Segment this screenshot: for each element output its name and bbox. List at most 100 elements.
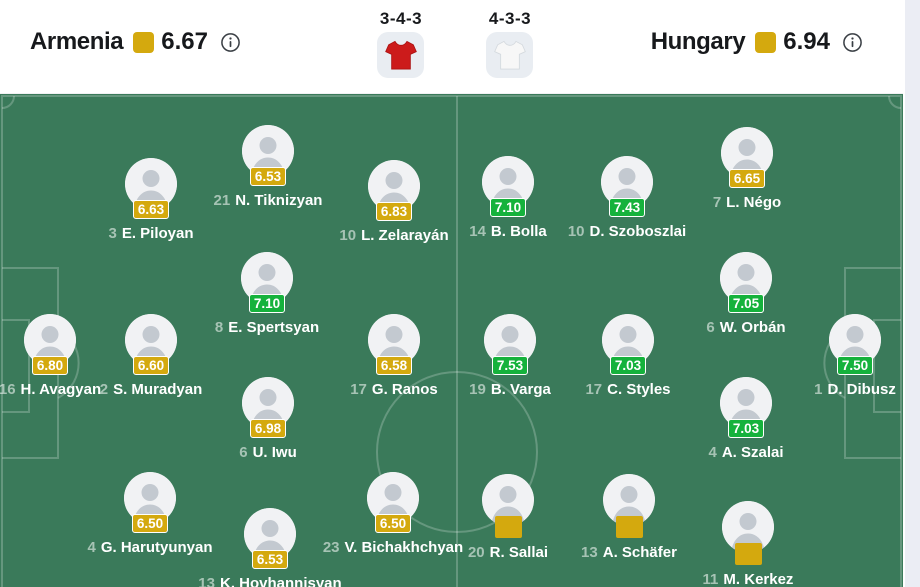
- player-away-20[interactable]: 20 R. Sallai: [413, 474, 603, 561]
- player-label: 21 N. Tiknizyan: [214, 192, 323, 209]
- player-rating-badge: 6.98: [249, 419, 287, 438]
- player-away-19[interactable]: 7.53 19 B. Varga: [415, 314, 605, 398]
- player-label: 13 K. Hovhannisyan: [198, 575, 341, 587]
- player-rating-badge: [734, 543, 762, 565]
- shirt-icon-white: [493, 40, 526, 70]
- player-name: C. Styles: [607, 381, 671, 398]
- player-away-14[interactable]: 7.10 14 B. Bolla: [413, 156, 603, 240]
- player-label: 10 D. Szoboszlai: [568, 223, 686, 240]
- player-rating-badge: 7.50: [836, 356, 874, 375]
- player-rating-badge: 6.60: [132, 356, 170, 375]
- player-rating-badge: 6.83: [375, 202, 413, 221]
- player-rating-badge: 7.10: [248, 294, 286, 313]
- player-number: 4: [87, 539, 96, 556]
- player-name: K. Hovhannisyan: [219, 575, 342, 587]
- player-rating-badge: 7.03: [609, 356, 647, 375]
- player-away-13[interactable]: 13 A. Schäfer: [534, 474, 724, 561]
- home-team-rating-chip: [133, 31, 155, 53]
- player-avatar: [722, 501, 774, 553]
- player-home-16[interactable]: 6.80 16 H. Avagyan: [0, 314, 145, 398]
- player-label: 6 W. Orbán: [706, 319, 785, 336]
- away-team-rating-chip: [755, 31, 777, 53]
- player-number: 23: [322, 539, 340, 556]
- player-rating-badge: 6.63: [132, 200, 170, 219]
- player-home-10[interactable]: 6.83 10 L. Zelarayán: [299, 160, 489, 244]
- player-name: D. Szoboszlai: [589, 223, 687, 240]
- player-number: 6: [239, 444, 248, 461]
- player-number: 10: [339, 227, 357, 244]
- player-rating-badge: 7.53: [491, 356, 529, 375]
- player-number: 2: [99, 381, 109, 398]
- away-team-summary[interactable]: Hungary 6.94: [651, 28, 863, 56]
- home-formation: 3-4-3: [377, 9, 425, 78]
- player-label: 17 C. Styles: [585, 381, 670, 398]
- player-home-23[interactable]: 6.50 23 V. Bichakhchyan: [298, 472, 488, 556]
- player-home-4[interactable]: 6.50 4 G. Harutyunyan: [55, 472, 245, 556]
- player-label: 8 E. Spertsyan: [215, 319, 319, 336]
- player-name: G. Harutyunyan: [100, 539, 213, 556]
- info-icon[interactable]: [842, 32, 863, 53]
- away-team-name: Hungary: [650, 28, 746, 55]
- player-away-4[interactable]: 7.03 4 A. Szalai: [651, 377, 841, 461]
- player-name: A. Szalai: [721, 444, 784, 461]
- away-shirt-box: [486, 32, 533, 78]
- player-name: M. Kerkez: [723, 571, 794, 587]
- player-label: 4 G. Harutyunyan: [87, 539, 212, 556]
- player-away-7[interactable]: 6.65 7 L. Négo: [652, 127, 842, 211]
- player-rating-badge: [494, 516, 522, 538]
- player-away-1[interactable]: 7.50 1 D. Dibusz: [760, 314, 920, 398]
- player-avatar: [482, 474, 534, 526]
- lineups-header: Armenia 6.67 3-4-3 4-3-3 Hungary 6.94: [0, 0, 903, 94]
- player-number: 3: [108, 225, 117, 242]
- player-home-3[interactable]: 6.63 3 E. Piloyan: [56, 158, 246, 242]
- player-label: 4 A. Szalai: [708, 444, 783, 461]
- player-away-17[interactable]: 7.03 17 C. Styles: [533, 314, 723, 398]
- home-team-rating: 6.67: [161, 28, 208, 55]
- player-home-13[interactable]: 6.53 13 K. Hovhannisyan: [175, 508, 365, 587]
- info-icon[interactable]: [220, 32, 241, 53]
- player-name: R. Sallai: [489, 544, 549, 561]
- player-number: 13: [581, 544, 598, 561]
- player-label: 7 L. Négo: [713, 194, 781, 211]
- player-number: 17: [350, 381, 367, 398]
- home-team-summary[interactable]: Armenia 6.67: [30, 28, 241, 56]
- player-away-6[interactable]: 7.05 6 W. Orbán: [651, 252, 841, 336]
- player-home-2[interactable]: 6.60 2 S. Muradyan: [56, 314, 246, 398]
- player-away-11[interactable]: 11 M. Kerkez: [653, 501, 843, 587]
- player-number: 11: [702, 571, 719, 587]
- player-rating-badge: 6.58: [375, 356, 413, 375]
- player-home-17[interactable]: 6.58 17 G. Ranos: [299, 314, 489, 398]
- player-number: 6: [706, 319, 715, 336]
- player-label: 23 V. Bichakhchyan: [323, 539, 463, 556]
- player-label: 11 M. Kerkez: [703, 571, 794, 587]
- player-number: 8: [214, 319, 224, 336]
- player-home-6[interactable]: 6.98 6 U. Iwu: [173, 377, 363, 461]
- player-rating-badge: 6.53: [249, 167, 287, 186]
- player-rating-badge: 6.53: [251, 550, 289, 569]
- player-home-8[interactable]: 7.10 8 E. Spertsyan: [172, 252, 362, 336]
- player-home-21[interactable]: 6.53 21 N. Tiknizyan: [173, 125, 363, 209]
- away-formation-label: 4-3-3: [488, 9, 532, 28]
- player-number: 10: [567, 223, 585, 240]
- player-number: 14: [469, 223, 486, 240]
- player-label: 3 E. Piloyan: [108, 225, 193, 242]
- player-number: 13: [198, 575, 215, 587]
- home-shirt-box: [377, 32, 424, 78]
- player-number: 16: [0, 381, 16, 398]
- player-name: E. Piloyan: [121, 225, 194, 242]
- player-label: 2 S. Muradyan: [100, 381, 203, 398]
- player-away-10[interactable]: 7.43 10 D. Szoboszlai: [532, 156, 722, 240]
- scrollbar[interactable]: [903, 0, 920, 587]
- player-name: S. Muradyan: [113, 381, 203, 398]
- player-label: 16 H. Avagyan: [0, 381, 101, 398]
- player-number: 19: [469, 381, 486, 398]
- player-number: 1: [814, 381, 823, 398]
- player-number: 17: [585, 381, 603, 398]
- player-name: B. Varga: [490, 381, 551, 398]
- player-rating-badge: 6.65: [728, 169, 766, 188]
- player-name: L. Négo: [726, 194, 782, 211]
- player-label: 13 A. Schäfer: [581, 544, 677, 561]
- player-number: 7: [712, 194, 722, 211]
- player-number: 4: [708, 444, 717, 461]
- home-team-name: Armenia: [30, 28, 124, 55]
